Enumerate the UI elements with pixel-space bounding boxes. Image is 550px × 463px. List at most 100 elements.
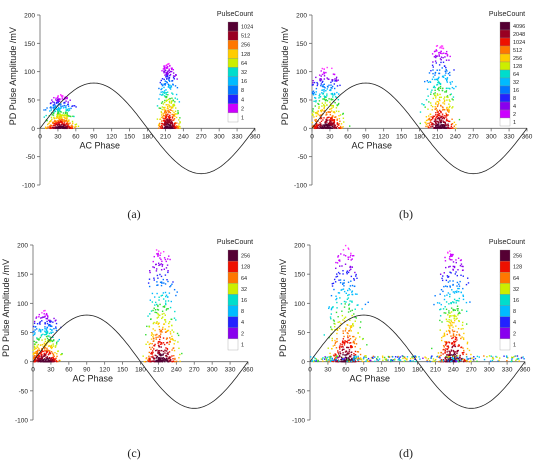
data-point	[67, 108, 69, 111]
data-point	[46, 318, 49, 320]
data-point	[65, 100, 67, 102]
data-point	[448, 266, 450, 268]
legend-label: 1	[241, 115, 244, 121]
data-point	[449, 88, 451, 90]
data-point	[156, 292, 158, 295]
data-point	[167, 110, 169, 112]
data-point	[453, 69, 455, 71]
data-point	[452, 354, 455, 356]
data-point	[175, 74, 177, 76]
data-point	[46, 351, 49, 353]
data-point	[45, 328, 47, 330]
data-point	[365, 354, 367, 357]
data-point	[334, 80, 336, 82]
data-point	[160, 269, 163, 271]
data-point	[71, 124, 73, 126]
data-point	[43, 352, 46, 355]
data-point	[152, 266, 154, 268]
y-axis-label: PD Pulse Amplitude /mV	[8, 27, 18, 125]
data-point	[157, 342, 159, 344]
data-point	[161, 265, 164, 267]
data-point	[59, 94, 62, 96]
data-point	[53, 121, 55, 123]
data-point	[452, 333, 455, 335]
data-point	[334, 323, 336, 325]
data-point	[445, 301, 448, 303]
data-point	[49, 319, 51, 322]
data-point	[473, 356, 475, 358]
data-point	[167, 75, 169, 77]
data-point	[448, 329, 450, 332]
legend-label: 1	[241, 342, 244, 348]
data-point	[353, 279, 356, 281]
data-point	[164, 122, 166, 124]
data-point	[33, 333, 36, 336]
data-point	[331, 125, 334, 128]
data-point	[44, 338, 46, 340]
data-point	[171, 107, 174, 109]
data-point	[331, 339, 333, 342]
data-point	[366, 344, 368, 346]
data-point	[325, 120, 327, 123]
data-point	[167, 63, 169, 65]
data-point	[446, 77, 449, 79]
data-point	[428, 101, 430, 103]
data-point	[430, 102, 432, 104]
data-point	[169, 84, 171, 86]
data-point	[65, 115, 67, 117]
data-point	[444, 351, 446, 353]
data-point	[345, 327, 347, 329]
data-point	[55, 345, 57, 347]
reference-sine-curve	[39, 82, 256, 175]
data-point	[365, 360, 367, 362]
data-point	[315, 87, 318, 90]
data-point	[312, 124, 315, 127]
data-point	[430, 357, 432, 359]
data-point	[394, 356, 397, 358]
data-point	[438, 102, 440, 105]
data-point	[342, 249, 345, 251]
data-point	[334, 353, 336, 355]
data-point	[476, 355, 479, 358]
data-point	[160, 284, 163, 287]
data-point	[154, 309, 157, 311]
data-point	[54, 123, 56, 125]
data-point	[150, 338, 153, 340]
data-point	[332, 104, 335, 107]
data-point	[470, 360, 472, 362]
data-point	[174, 357, 176, 360]
data-point	[336, 275, 339, 278]
data-point	[55, 126, 58, 129]
data-point	[48, 332, 51, 335]
data-point	[167, 123, 170, 126]
data-point	[156, 253, 158, 255]
legend-swatch	[499, 21, 511, 31]
data-point	[355, 355, 357, 358]
data-point	[73, 105, 76, 107]
data-point	[448, 59, 450, 61]
data-point	[169, 73, 172, 76]
data-point	[45, 313, 47, 316]
data-point	[172, 99, 175, 102]
data-point	[449, 100, 451, 102]
y-tick-label: -100	[292, 418, 305, 425]
data-point	[334, 96, 337, 98]
data-point	[330, 355, 332, 358]
data-point	[48, 345, 51, 347]
data-point	[443, 96, 446, 98]
data-point	[322, 124, 324, 126]
data-point	[161, 126, 164, 128]
data-point	[335, 354, 337, 357]
data-point	[448, 87, 450, 90]
data-point	[46, 356, 49, 358]
data-point	[66, 118, 68, 120]
data-point	[320, 123, 322, 125]
data-point	[161, 70, 163, 72]
data-point	[329, 89, 331, 91]
data-point	[323, 106, 325, 109]
data-point	[388, 356, 391, 358]
data-point	[35, 316, 38, 318]
data-point	[63, 124, 66, 127]
data-point	[429, 121, 432, 123]
data-point	[335, 276, 337, 278]
